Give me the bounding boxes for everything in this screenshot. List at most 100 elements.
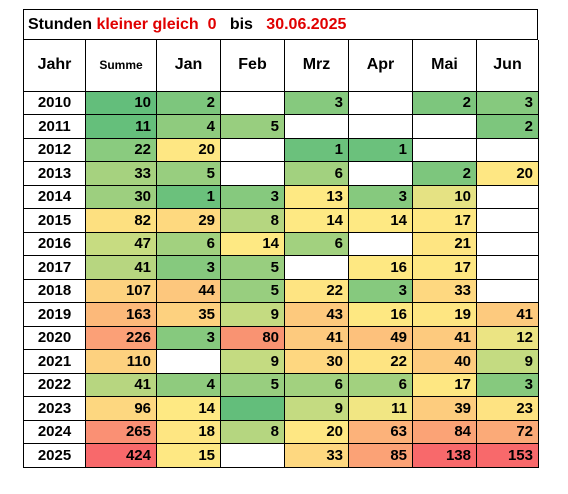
feb-cell[interactable]: 9	[220, 302, 285, 327]
apr-cell[interactable]: 11	[348, 396, 413, 421]
feb-cell[interactable]	[220, 443, 285, 468]
jan-cell[interactable]: 18	[156, 419, 221, 444]
feb-cell[interactable]: 14	[220, 231, 285, 256]
jan-cell[interactable]	[156, 349, 221, 374]
summe-cell[interactable]: 33	[85, 161, 157, 186]
apr-cell[interactable]: 3	[348, 184, 413, 209]
jun-cell[interactable]	[476, 278, 539, 303]
summe-cell[interactable]: 41	[85, 255, 157, 280]
mai-cell[interactable]: 17	[412, 208, 477, 233]
jun-cell[interactable]: 23	[476, 396, 539, 421]
jun-cell[interactable]: 12	[476, 325, 539, 350]
mai-cell[interactable]: 21	[412, 231, 477, 256]
mrz-cell[interactable]: 3	[284, 90, 349, 115]
year-cell[interactable]: 2011	[23, 114, 86, 139]
apr-cell[interactable]: 1	[348, 137, 413, 162]
summe-cell[interactable]: 107	[85, 278, 157, 303]
apr-cell[interactable]: 14	[348, 208, 413, 233]
mrz-cell[interactable]	[284, 114, 349, 139]
mai-cell[interactable]: 39	[412, 396, 477, 421]
jun-cell[interactable]: 9	[476, 349, 539, 374]
year-cell[interactable]: 2023	[23, 396, 86, 421]
jan-cell[interactable]: 4	[156, 114, 221, 139]
summe-cell[interactable]: 424	[85, 443, 157, 468]
year-cell[interactable]: 2015	[23, 208, 86, 233]
jan-cell[interactable]: 29	[156, 208, 221, 233]
feb-cell[interactable]: 9	[220, 349, 285, 374]
header-feb[interactable]: Feb	[220, 40, 285, 92]
year-cell[interactable]: 2021	[23, 349, 86, 374]
jun-cell[interactable]: 72	[476, 419, 539, 444]
header-jun[interactable]: Jun	[476, 40, 539, 92]
year-cell[interactable]: 2022	[23, 372, 86, 397]
jan-cell[interactable]: 3	[156, 255, 221, 280]
feb-cell[interactable]: 5	[220, 372, 285, 397]
jan-cell[interactable]: 1	[156, 184, 221, 209]
mrz-cell[interactable]: 33	[284, 443, 349, 468]
title-cell[interactable]: Stunden kleiner gleich 0 bis 30.06.2025	[23, 9, 538, 40]
mai-cell[interactable]: 2	[412, 161, 477, 186]
feb-cell[interactable]	[220, 90, 285, 115]
mrz-cell[interactable]: 6	[284, 161, 349, 186]
header-mai[interactable]: Mai	[412, 40, 477, 92]
mai-cell[interactable]	[412, 137, 477, 162]
summe-cell[interactable]: 226	[85, 325, 157, 350]
mrz-cell[interactable]	[284, 255, 349, 280]
header-summe[interactable]: Summe	[85, 40, 157, 92]
jun-cell[interactable]: 20	[476, 161, 539, 186]
apr-cell[interactable]: 22	[348, 349, 413, 374]
jan-cell[interactable]: 15	[156, 443, 221, 468]
apr-cell[interactable]	[348, 114, 413, 139]
year-cell[interactable]: 2025	[23, 443, 86, 468]
jan-cell[interactable]: 20	[156, 137, 221, 162]
feb-cell[interactable]: 80	[220, 325, 285, 350]
year-cell[interactable]: 2010	[23, 90, 86, 115]
header-apr[interactable]: Apr	[348, 40, 413, 92]
mrz-cell[interactable]: 43	[284, 302, 349, 327]
mai-cell[interactable]: 138	[412, 443, 477, 468]
apr-cell[interactable]: 3	[348, 278, 413, 303]
summe-cell[interactable]: 41	[85, 372, 157, 397]
feb-cell[interactable]	[220, 396, 285, 421]
mai-cell[interactable]: 17	[412, 255, 477, 280]
jun-cell[interactable]	[476, 255, 539, 280]
mrz-cell[interactable]: 6	[284, 372, 349, 397]
jun-cell[interactable]: 41	[476, 302, 539, 327]
apr-cell[interactable]	[348, 231, 413, 256]
summe-cell[interactable]: 47	[85, 231, 157, 256]
jun-cell[interactable]	[476, 137, 539, 162]
apr-cell[interactable]	[348, 161, 413, 186]
mai-cell[interactable]: 17	[412, 372, 477, 397]
mrz-cell[interactable]: 22	[284, 278, 349, 303]
mai-cell[interactable]: 41	[412, 325, 477, 350]
year-cell[interactable]: 2013	[23, 161, 86, 186]
year-cell[interactable]: 2019	[23, 302, 86, 327]
jan-cell[interactable]: 6	[156, 231, 221, 256]
jan-cell[interactable]: 3	[156, 325, 221, 350]
jun-cell[interactable]: 2	[476, 114, 539, 139]
apr-cell[interactable]: 16	[348, 302, 413, 327]
feb-cell[interactable]: 3	[220, 184, 285, 209]
year-cell[interactable]: 2017	[23, 255, 86, 280]
summe-cell[interactable]: 163	[85, 302, 157, 327]
summe-cell[interactable]: 96	[85, 396, 157, 421]
mrz-cell[interactable]: 1	[284, 137, 349, 162]
feb-cell[interactable]: 5	[220, 114, 285, 139]
summe-cell[interactable]: 110	[85, 349, 157, 374]
apr-cell[interactable]: 63	[348, 419, 413, 444]
year-cell[interactable]: 2016	[23, 231, 86, 256]
feb-cell[interactable]	[220, 137, 285, 162]
year-cell[interactable]: 2020	[23, 325, 86, 350]
feb-cell[interactable]: 5	[220, 255, 285, 280]
mai-cell[interactable]	[412, 114, 477, 139]
header-jan[interactable]: Jan	[156, 40, 221, 92]
jun-cell[interactable]: 153	[476, 443, 539, 468]
jun-cell[interactable]: 3	[476, 90, 539, 115]
mrz-cell[interactable]: 41	[284, 325, 349, 350]
mrz-cell[interactable]: 14	[284, 208, 349, 233]
year-cell[interactable]: 2014	[23, 184, 86, 209]
mrz-cell[interactable]: 30	[284, 349, 349, 374]
feb-cell[interactable]: 8	[220, 419, 285, 444]
jun-cell[interactable]: 3	[476, 372, 539, 397]
jun-cell[interactable]	[476, 184, 539, 209]
